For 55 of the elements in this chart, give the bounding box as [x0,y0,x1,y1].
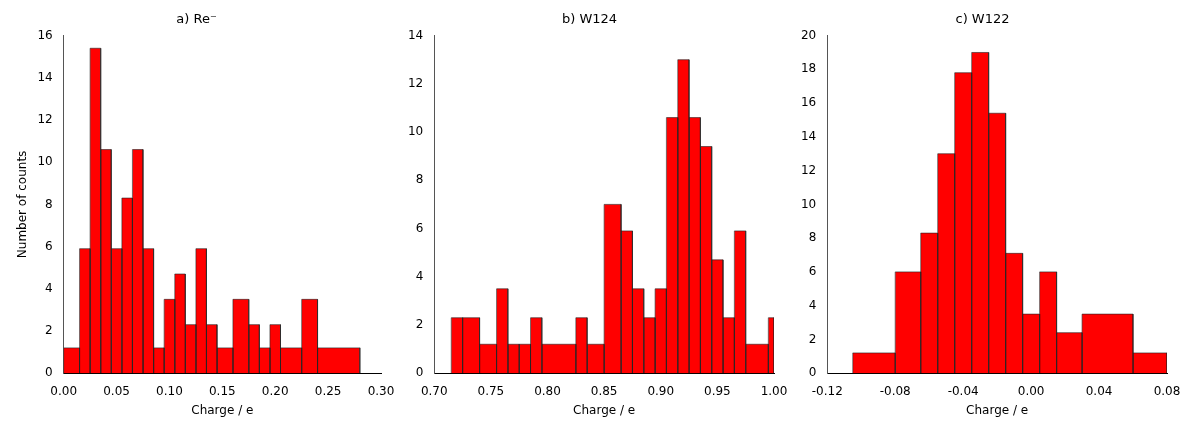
y-tick-label: 4 [415,268,424,283]
x-tick-label: 0.75 [477,383,505,398]
x-axis-title: Charge / e [191,402,254,417]
x-tick-label: 0.70 [420,383,448,398]
y-tick-label: 12 [37,112,53,127]
x-tick-label: 1.00 [760,383,788,398]
x-tick-label: 0.10 [156,383,183,398]
chart-title: a) Re⁻ [176,11,217,27]
y-tick-label: 10 [800,196,817,211]
x-tick-label: 0.15 [208,383,236,398]
x-tick-label: 0.05 [103,383,130,398]
x-tick-label: -0.12 [811,383,843,398]
y-tick-label: 0 [808,365,817,380]
y-tick-label: 10 [37,154,53,169]
chart-title: c) W122 [955,11,1010,27]
x-tick-label: 0.25 [314,383,342,398]
x-tick-label: 0.80 [534,383,561,398]
y-tick-label: 14 [37,69,53,84]
y-tick-label: 8 [45,196,53,211]
y-tick-label: 6 [45,238,53,253]
y-tick-label: 0 [45,365,53,380]
y-tick-label: 2 [45,323,53,338]
y-axis-title: Number of counts [15,150,30,259]
y-tick-label: 8 [415,172,424,187]
x-axis-title: Charge / e [966,402,1029,417]
y-tick-label: 2 [808,331,817,346]
x-tick-label: -0.08 [879,383,911,398]
x-axis-title: Charge / e [573,402,636,417]
y-tick-label: 4 [45,280,53,295]
y-tick-label: 16 [37,27,53,42]
x-tick-label: 0.00 [50,383,78,398]
y-tick-label: 20 [800,27,817,42]
y-tick-label: 6 [415,220,424,235]
y-tick-label: 14 [407,27,424,42]
x-tick-label: 0.85 [590,383,618,398]
y-tick-label: 6 [808,264,817,279]
y-tick-label: 8 [808,230,817,245]
x-tick-label: 0.90 [647,383,675,398]
y-tick-label: 10 [407,124,424,139]
x-tick-label: 0.20 [261,383,289,398]
x-tick-label: -0.04 [947,383,979,398]
y-tick-label: 12 [800,162,817,177]
y-tick-label: 14 [800,129,817,144]
x-tick-label: 0.00 [1017,383,1045,398]
y-tick-label: 18 [800,61,817,76]
chart-title: b) W124 [561,11,618,27]
y-tick-label: 0 [415,365,424,380]
y-tick-label: 16 [800,95,817,110]
x-tick-label: 0.08 [1153,383,1181,398]
y-tick-label: 2 [415,317,424,332]
x-tick-label: 0.04 [1085,383,1113,398]
y-tick-label: 4 [808,297,817,312]
x-tick-label: 0.95 [704,383,731,398]
y-tick-label: 12 [407,75,424,90]
x-tick-label: 0.30 [367,383,395,398]
